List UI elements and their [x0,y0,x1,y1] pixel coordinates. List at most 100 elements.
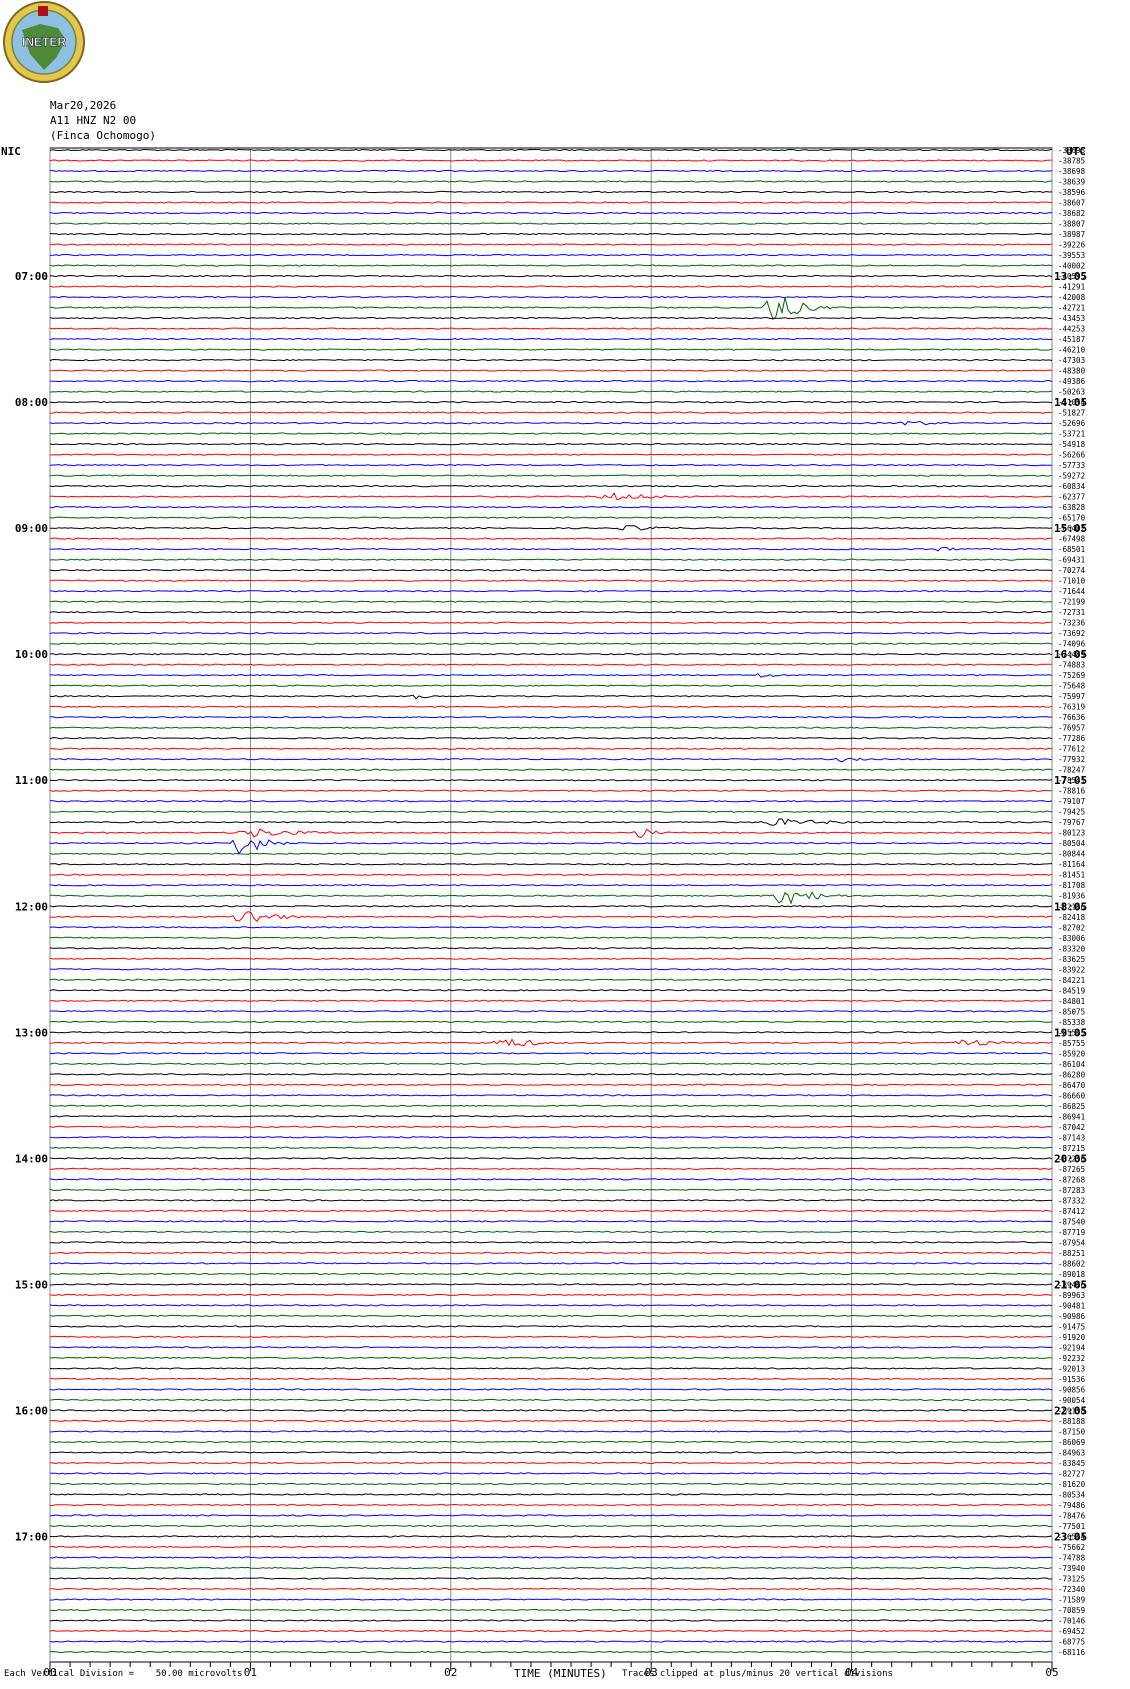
right-time-label: 23:05 [1054,1530,1087,1543]
trace-line [49,684,1053,687]
trace-offset-label: -85075 [1058,1007,1085,1016]
trace-line [49,1598,1053,1601]
trace-offset-label: -79107 [1058,797,1085,806]
trace-offset-label: -90856 [1058,1385,1086,1394]
trace-offset-label: -86280 [1058,1070,1086,1079]
trace-line [49,516,1053,519]
trace-line [49,1419,1053,1423]
trace-offset-label: -88188 [1058,1417,1086,1426]
trace-line [49,1083,1053,1086]
trace-line [49,1178,1053,1181]
trace-offset-label: -59272 [1058,472,1085,481]
trace-line [49,852,1053,855]
right-time-label: 16:05 [1054,648,1087,661]
trace-offset-label: -49386 [1058,377,1086,386]
trace-offset-label: -74883 [1058,661,1085,670]
trace-offset-label: -60834 [1058,482,1086,491]
trace-offset-label: -83320 [1058,944,1086,953]
trace-offset-label: -38693 [1058,146,1085,155]
trace-offset-label: -38987 [1058,230,1085,239]
trace-offset-label: -38607 [1058,199,1085,208]
trace-offset-label: -74096 [1058,640,1086,649]
trace-offset-label: -84801 [1058,997,1085,1006]
trace-offset-label: -89158 [1058,1406,1086,1415]
trace-line [49,169,1053,173]
trace-line [49,442,1053,446]
trace-line [49,211,1053,215]
left-time-label: 12:00 [15,900,48,913]
trace-line [49,1157,1053,1160]
trace-line [49,1241,1052,1244]
trace-line [49,663,1052,666]
trace-offset-label: -39553 [1058,251,1085,260]
trace-line [49,747,1053,750]
trace-offset-label: -74489 [1058,650,1085,659]
trace-offset-label: -84963 [1058,1448,1085,1457]
trace-offset-label: -91536 [1058,1375,1086,1384]
trace-line [49,432,1053,435]
trace-line [49,884,1053,887]
trace-line [50,1283,1053,1286]
trace-line [49,999,1053,1002]
trace-line [49,1461,1053,1465]
trace-line [49,316,1053,320]
trace-offset-label: -72199 [1058,598,1085,607]
trace-line [49,694,1053,700]
trace-offset-label: -80844 [1058,850,1086,859]
trace-offset-label: -87268 [1058,1175,1086,1184]
trace-offset-label: -86941 [1058,1112,1085,1121]
trace-line [50,716,1053,719]
trace-line [49,1535,1053,1538]
trace-line [49,978,1053,981]
trace-line [49,1115,1053,1118]
trace-line [49,222,1053,225]
logo-text: INETER [22,35,66,49]
trace-offset-label: -67498 [1058,535,1086,544]
trace-offset-label: -73692 [1058,629,1085,638]
trace-offset-label: -76636 [1058,713,1086,722]
trace-line [49,642,1053,645]
trace-line [49,253,1053,257]
trace-offset-label: -86825 [1058,1102,1085,1111]
trace-line [49,653,1053,656]
right-time-label: 19:05 [1054,1026,1087,1039]
trace-offset-label: -81164 [1058,860,1086,869]
trace-offset-label: -83625 [1058,955,1085,964]
trace-offset-label: -51827 [1058,409,1085,418]
left-time-label: 09:00 [15,522,48,535]
trace-offset-label: -83845 [1058,1459,1085,1468]
trace-offset-label: -83922 [1058,965,1085,974]
trace-offset-label: -71010 [1058,577,1086,586]
trace-offset-label: -80534 [1058,1490,1086,1499]
trace-line [49,839,1053,855]
left-time-label: 17:00 [15,1530,48,1543]
trace-line [49,390,1053,393]
trace-line [49,1451,1053,1454]
trace-offset-label: -75648 [1058,682,1086,691]
trace-offset-label: -87265 [1058,1165,1085,1174]
trace-line [49,989,1053,992]
trace-offset-label: -77286 [1058,734,1086,743]
trace-offset-label: -79486 [1058,1501,1086,1510]
trace-offset-label: -70146 [1058,1616,1086,1625]
trace-offset-label: -86660 [1058,1091,1086,1100]
trace-line [49,873,1053,876]
trace-offset-label: -88602 [1058,1259,1085,1268]
trace-line [50,810,1053,813]
trace-line [49,379,1053,383]
trace-line [49,1104,1052,1107]
trace-offset-label: -85338 [1058,1018,1086,1027]
trace-offset-label: -73236 [1058,619,1086,628]
trace-offset-label: -46210 [1058,346,1086,355]
trace-line [49,863,1053,866]
trace-offset-label: -85755 [1058,1039,1085,1048]
trace-offset-label: -82702 [1058,923,1085,932]
trace-offset-label: -76319 [1058,703,1085,712]
trace-line [49,1335,1052,1339]
trace-line [49,337,1053,341]
trace-line [49,1125,1053,1128]
trace-line [49,1314,1053,1318]
trace-line [49,463,1053,467]
trace-line [49,1052,1053,1055]
right-time-label: 22:05 [1054,1404,1087,1417]
